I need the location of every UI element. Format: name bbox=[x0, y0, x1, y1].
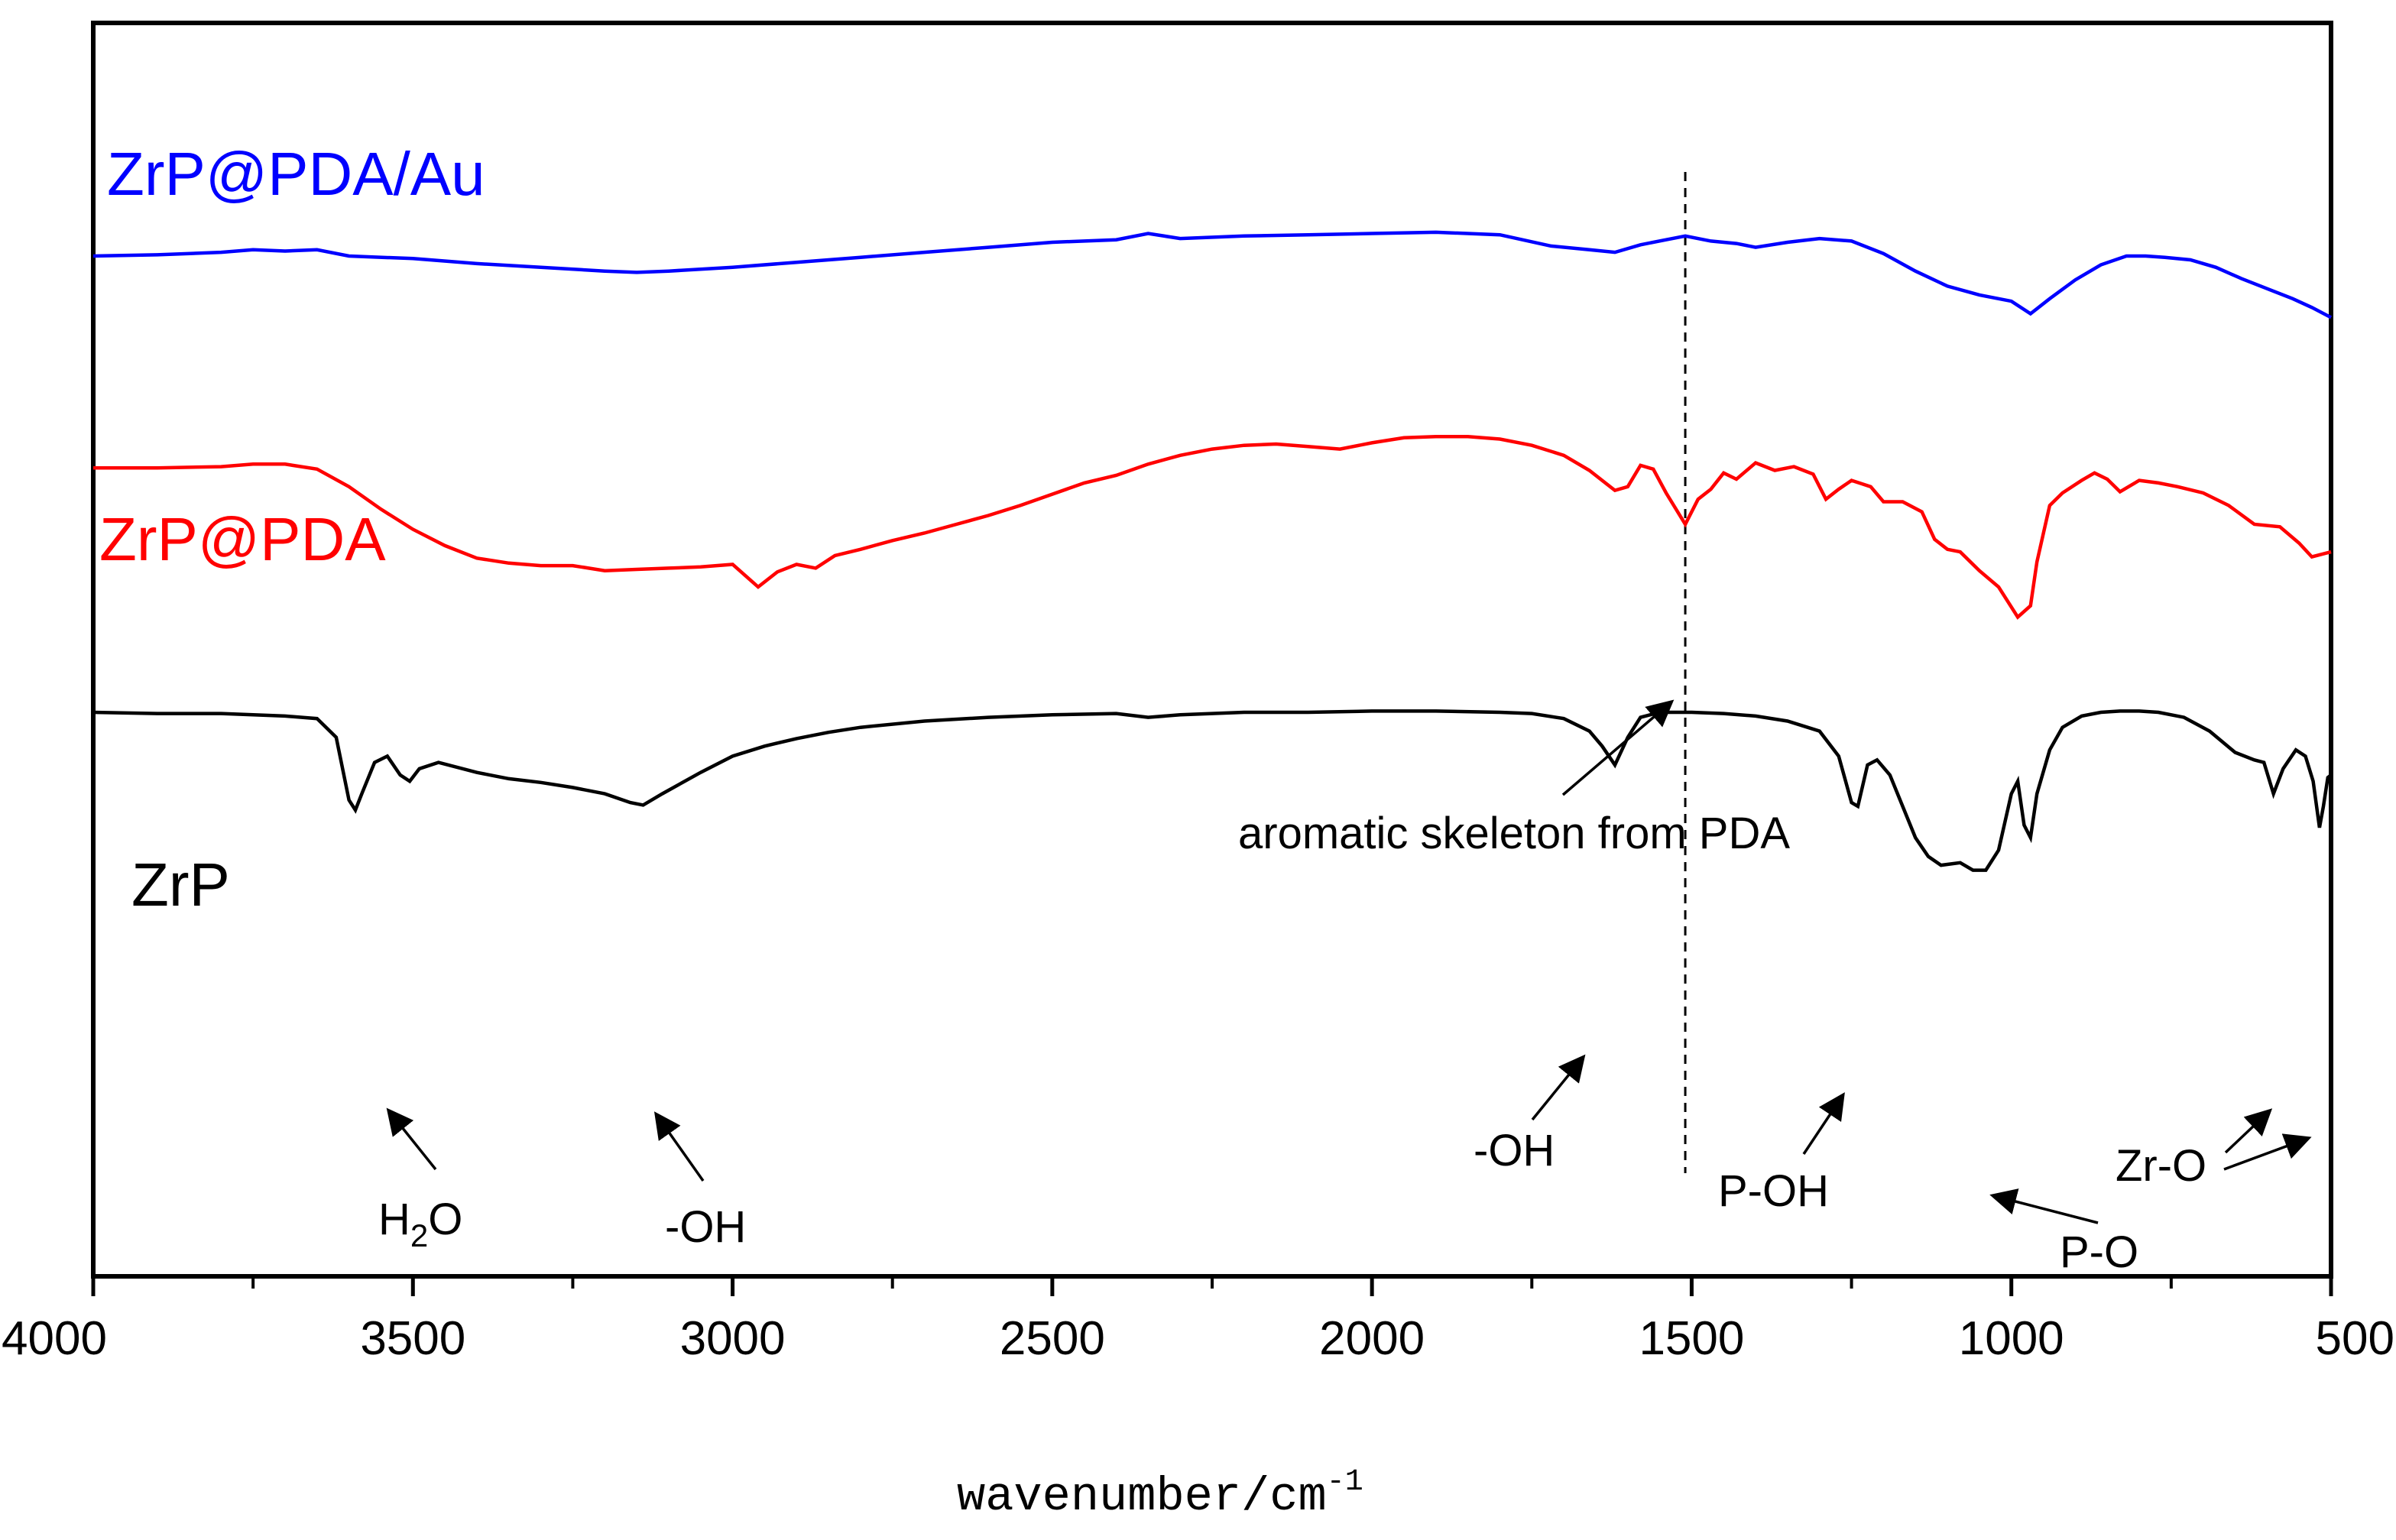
annotation-h2o: H2O bbox=[378, 1107, 462, 1253]
annotation-label: H2O bbox=[378, 1195, 462, 1253]
annotation-arrow bbox=[2224, 1108, 2273, 1154]
annotation-label: -OH bbox=[665, 1202, 746, 1252]
x-tick-label: 1500 bbox=[1639, 1312, 1744, 1365]
series-line-zrp-pda bbox=[93, 434, 2332, 620]
annotation-arrow bbox=[1561, 699, 1675, 796]
x-tick-label: 3500 bbox=[360, 1312, 465, 1365]
series-line-zrp bbox=[92, 709, 2333, 872]
annotation-label: P-O bbox=[2060, 1227, 2138, 1277]
series-group bbox=[92, 230, 2333, 872]
annotation-label: Zr-O bbox=[2116, 1141, 2206, 1191]
series-label-zrp-pda: ZrP@PDA bbox=[99, 505, 386, 573]
annotation-label: P-OH bbox=[1718, 1166, 1829, 1216]
annotation-aromatic: aromatic skeleton from PDA bbox=[1238, 699, 1790, 858]
annotation-h2o-sub: 2 bbox=[410, 1217, 428, 1253]
x-tick-label: 2000 bbox=[1319, 1312, 1425, 1365]
annotation-arrow bbox=[1802, 1092, 1845, 1155]
x-axis-title-main: wavenumber/cm bbox=[957, 1470, 1327, 1524]
annotation-label: -OH bbox=[1474, 1126, 1555, 1175]
annotation-arrow bbox=[1989, 1188, 2099, 1224]
x-tick-label: 4000 bbox=[2, 1312, 107, 1365]
annotation-arrow bbox=[653, 1111, 705, 1182]
x-tick-label: 3000 bbox=[680, 1312, 786, 1365]
annotation-oh-3140: -OH bbox=[653, 1111, 746, 1252]
x-axis-title-sup: -1 bbox=[1327, 1465, 1363, 1499]
series-line-zrp-pda-au bbox=[92, 230, 2333, 319]
annotation-arrow bbox=[386, 1107, 437, 1171]
annotation-h2o-main: H bbox=[378, 1195, 410, 1244]
annotation-oh-1640: -OH bbox=[1474, 1054, 1586, 1175]
annotation-zr-o: Zr-O bbox=[2116, 1108, 2312, 1191]
annotation-arrow bbox=[1531, 1054, 1586, 1121]
x-tick-label: 500 bbox=[2316, 1312, 2394, 1365]
annotation-h2o-tail: O bbox=[428, 1195, 462, 1244]
annotation-arrow bbox=[2223, 1133, 2312, 1171]
annotation-p-o: P-O bbox=[1989, 1188, 2138, 1277]
annotation-label: aromatic skeleton from PDA bbox=[1238, 809, 1790, 858]
x-axis-title: wavenumber/cm-1 bbox=[957, 1465, 1363, 1524]
annotation-p-oh: P-OH bbox=[1718, 1092, 1845, 1216]
x-axis-ticks: 4000 3500 3000 2500 2000 1500 1000 500 bbox=[2, 1276, 2394, 1365]
x-tick-label: 1000 bbox=[1959, 1312, 2064, 1365]
series-label-zrp: ZrP bbox=[131, 851, 230, 919]
series-label-zrp-pda-au: ZrP@PDA/Au bbox=[107, 140, 485, 208]
plot-frame bbox=[91, 21, 2333, 1279]
x-tick-label: 2500 bbox=[1000, 1312, 1105, 1365]
